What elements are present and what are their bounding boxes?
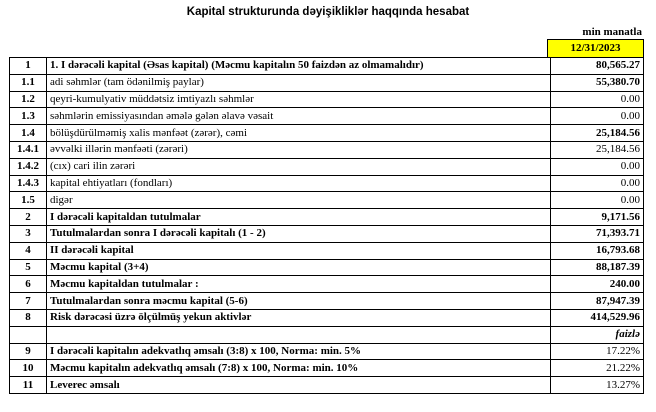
row-label: 1. I dərəcəli kapital (Əsas kapital) (Mə… bbox=[46, 57, 551, 75]
row-number: 1.4.2 bbox=[9, 157, 47, 176]
row-value: 13.27% bbox=[550, 376, 644, 394]
row-value: 0.00 bbox=[550, 90, 644, 109]
row-number: 1.4.3 bbox=[9, 174, 47, 193]
row-number: 4 bbox=[9, 241, 47, 260]
row-value: 87,947.39 bbox=[550, 292, 644, 310]
row-number: 6 bbox=[9, 275, 47, 294]
row-value: 88,187.39 bbox=[550, 258, 644, 277]
table-row: 1.1 adi səhmlər (tam ödənilmiş paylar) 55,… bbox=[9, 73, 644, 92]
empty-cell bbox=[9, 325, 47, 344]
row-label: bölüşdürülməmiş xalis mənfəət (zərər), c… bbox=[46, 124, 551, 142]
row-value: 21.22% bbox=[550, 359, 644, 378]
row-number: 1.4.1 bbox=[9, 140, 47, 159]
row-value: 55,380.70 bbox=[550, 73, 644, 92]
table-row: 10 Məcmu kapitalın adekvatlıq əmsalı (7:8… bbox=[9, 359, 644, 378]
row-value: 9,171.56 bbox=[550, 208, 644, 226]
row-number: 1 bbox=[9, 57, 47, 75]
row-value: 16,793.68 bbox=[550, 241, 644, 260]
row-number: 1.2 bbox=[9, 90, 47, 109]
unit: min manatla bbox=[582, 26, 642, 38]
table-row: 4 II dərəcəli kapital 16,793.68 bbox=[9, 241, 644, 260]
row-label: səhmlərin emissiyasından əmələ gələn əla… bbox=[46, 107, 551, 126]
table-row: 1.4.3 kapital ehtiyatları (fondları) 0.00 bbox=[9, 174, 644, 193]
row-label: Tutulmalardan sonra məcmu kapital (5-6) bbox=[46, 292, 551, 310]
row-number: 5 bbox=[9, 258, 47, 277]
row-number: 1.3 bbox=[9, 107, 47, 126]
row-value: 0.00 bbox=[550, 174, 644, 193]
row-number: 1.4 bbox=[9, 124, 47, 142]
row-label: Məcmu kapitalın adekvatlıq əmsalı (7:8) … bbox=[46, 359, 551, 378]
row-number: 8 bbox=[9, 308, 47, 327]
row-value: 0.00 bbox=[550, 107, 644, 126]
percent-header: faizlə bbox=[550, 325, 644, 344]
table-row: 7 Tutulmalardan sonra məcmu kapital (5-6)… bbox=[9, 292, 644, 310]
date: 12/31/2023 bbox=[547, 39, 644, 58]
row-label: adi səhmlər (tam ödənilmiş paylar) bbox=[46, 73, 551, 92]
row-label: Məcmu kapitaldan tutulmalar : bbox=[46, 275, 551, 294]
row-label: Tutulmalardan sonra I dərəcəli kapitalı … bbox=[46, 224, 551, 243]
table-row: 1.4 bölüşdürülməmiş xalis mənfəət (zərər)… bbox=[9, 124, 644, 142]
table-row: 1.4.1 əvvəlki illərin mənfəəti (zərəri) 25… bbox=[9, 140, 644, 159]
row-label: kapital ehtiyatları (fondları) bbox=[46, 174, 551, 193]
row-value: 25,184.56 bbox=[550, 140, 644, 159]
empty-cell bbox=[46, 325, 551, 344]
row-value: 25,184.56 bbox=[550, 124, 644, 142]
row-value: 240.00 bbox=[550, 275, 644, 294]
table-row: 1.3 səhmlərin emissiyasından əmələ gələn … bbox=[9, 107, 644, 126]
row-number: 11 bbox=[9, 376, 47, 394]
table: 1 1. I dərəcəli kapital (Əsas kapital) (M… bbox=[9, 57, 644, 394]
row-label: (cıx) cari ilin zərəri bbox=[46, 157, 551, 176]
row-number: 9 bbox=[9, 342, 47, 361]
title: Kapital strukturunda dəyişikliklər haqqı… bbox=[186, 6, 470, 18]
row-label: I dərəcəli kapitaldan tutulmalar bbox=[46, 208, 551, 226]
row-value: 414,529.96 bbox=[550, 308, 644, 327]
row-label: qeyri-kumulyativ müddətsiz imtiyazlı səh… bbox=[46, 90, 551, 109]
row-number: 7 bbox=[9, 292, 47, 310]
row-number: 1.5 bbox=[9, 191, 47, 210]
table-row: 3 Tutulmalardan sonra I dərəcəli kapitalı… bbox=[9, 224, 644, 243]
row-label: digər bbox=[46, 191, 551, 210]
row-label: Risk dərəcəsi üzrə ölçülmüş yekun aktivl… bbox=[46, 308, 551, 327]
table-row: 5 Məcmu kapital (3+4) 88,187.39 bbox=[9, 258, 644, 277]
table-row: 6 Məcmu kapitaldan tutulmalar :240.00 bbox=[9, 275, 644, 294]
row-label: Leverec əmsalı bbox=[46, 376, 551, 394]
row-label: II dərəcəli kapital bbox=[46, 241, 551, 260]
row-value: 0.00 bbox=[550, 191, 644, 210]
table-row: faizlə bbox=[9, 325, 644, 344]
row-number: 3 bbox=[9, 224, 47, 243]
row-label: Məcmu kapital (3+4) bbox=[46, 258, 551, 277]
table-row: 1.4.2 (cıx) cari ilin zərəri 0.00 bbox=[9, 157, 644, 176]
row-label: I dərəcəli kapitalın adekvatlıq əmsalı (… bbox=[46, 342, 551, 361]
row-value: 17.22% bbox=[550, 342, 644, 361]
row-label: əvvəlki illərin mənfəəti (zərəri) bbox=[46, 140, 551, 159]
row-value: 80,565.27 bbox=[550, 57, 644, 75]
table-row: 8 Risk dərəcəsi üzrə ölçülmüş yekun aktiv… bbox=[9, 308, 644, 327]
table-row: 1 1. I dərəcəli kapital (Əsas kapital) (M… bbox=[9, 57, 644, 75]
row-value: 0.00 bbox=[550, 157, 644, 176]
row-number: 1.1 bbox=[9, 73, 47, 92]
row-number: 10 bbox=[9, 359, 47, 378]
row-number: 2 bbox=[9, 208, 47, 226]
table-row: 1.5 digər 0.00 bbox=[9, 191, 644, 210]
table-row: 11 Leverec əmsalı 13.27% bbox=[9, 376, 644, 394]
row-value: 71,393.71 bbox=[550, 224, 644, 243]
table-row: 1.2 qeyri-kumulyativ müddətsiz imtiyazlı … bbox=[9, 90, 644, 109]
